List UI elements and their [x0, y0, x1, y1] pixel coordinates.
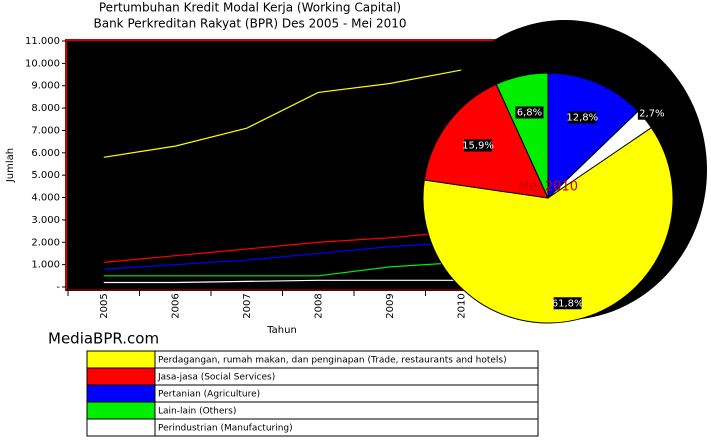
y-axis-label: Jumlah — [5, 148, 16, 183]
y-tick-label: 10.000 — [25, 58, 60, 69]
series-line — [103, 279, 462, 284]
x-tick-label: 2008 — [313, 293, 324, 318]
y-tick-label: 8.000 — [31, 103, 60, 114]
chart-title: Pertumbuhan Kredit Modal Kerja (Working … — [99, 1, 401, 15]
legend-box — [154, 418, 539, 437]
y-tick-label: 1.000 — [31, 260, 60, 271]
legend-label: Perindustrian (Manufacturing) — [158, 424, 293, 434]
series-line — [103, 261, 462, 277]
x-tick-label: 2010 — [456, 293, 467, 318]
y-tick-label: 3.000 — [31, 215, 60, 226]
y-tick-label: - — [56, 282, 60, 293]
legend-label: Jasa-jasa (Social Services) — [157, 373, 275, 383]
y-tick-label: 2.000 — [31, 237, 60, 248]
y-tick-label: 9.000 — [31, 81, 60, 92]
pie-label: 2,7% — [639, 109, 664, 120]
x-axis-label: Tahun — [266, 325, 297, 336]
y-tick-label: 11.000 — [25, 36, 60, 47]
watermark: MediaBPR.com — [48, 330, 159, 348]
y-tick-label: 4.000 — [31, 193, 60, 204]
pie-label-bg — [553, 297, 582, 310]
pie-label-bg — [464, 139, 493, 152]
pie-slice — [495, 72, 549, 199]
legend-swatch — [86, 401, 156, 420]
legend-swatch — [86, 350, 156, 369]
pie-label-bg — [568, 111, 597, 124]
y-tick-label: 7.000 — [31, 125, 60, 136]
pie-label: 12,8% — [566, 112, 598, 123]
x-tick-label: 2005 — [99, 293, 110, 318]
series-line — [103, 69, 462, 158]
pie-label: 61,8% — [552, 298, 584, 309]
y-tick-label: 6.000 — [31, 148, 60, 159]
pie-title: Mei 2010 — [518, 180, 578, 195]
series-line — [103, 241, 462, 270]
legend: Perdagangan, rumah makan, dan penginapan… — [86, 350, 539, 437]
legend-swatch — [86, 367, 156, 386]
legend-swatch — [86, 384, 156, 403]
pie-slice — [547, 72, 639, 200]
y-tick-label: 5.000 — [31, 170, 60, 181]
pie-slice — [422, 127, 674, 324]
legend-label: Pertanian (Agriculture) — [158, 390, 260, 400]
legend-swatch — [86, 418, 156, 437]
x-tick-label: 2007 — [242, 293, 253, 318]
legend-label: Lain-lain (Others) — [158, 407, 236, 417]
pie-label: 15,9% — [462, 140, 494, 151]
x-tick-label: 2009 — [385, 293, 396, 318]
chart-subtitle: Bank Perkreditan Rakyat (BPR) Des 2005 -… — [93, 17, 406, 31]
pie-label-bg — [515, 106, 544, 119]
pie-label-bg — [637, 107, 666, 120]
legend-label: Perdagangan, rumah makan, dan penginapan… — [158, 356, 507, 366]
series-line — [103, 230, 462, 263]
x-tick-label: 2006 — [170, 293, 181, 318]
pie-label: 6,8% — [517, 107, 542, 118]
